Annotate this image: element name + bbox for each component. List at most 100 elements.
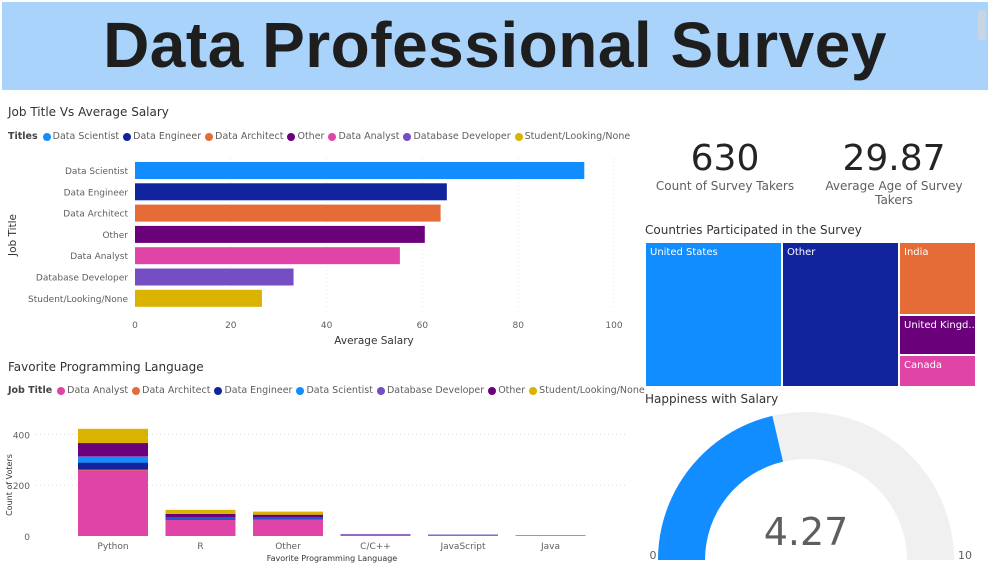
stacked-bar-segment [340,534,411,536]
stacked-bar-segment [165,517,236,519]
legend-item[interactable]: Other [488,385,525,396]
gauge-min-label: 0 [650,549,657,562]
stacked-bar-segment [165,513,236,518]
kpi-count: 630 Count of Survey Takers [650,138,800,193]
x-tick-label: Java [540,542,560,552]
stacked-bar-segment [78,428,148,444]
legend-label: Other [498,385,526,396]
legend-item[interactable]: Data Scientist [42,131,120,142]
x-tick-label: Other [275,542,301,552]
legend-dot-icon [403,132,412,141]
page-title: Data Professional Survey [103,9,887,81]
legend-item[interactable]: Data Analyst [328,131,399,142]
legend-title: Titles [8,131,38,142]
kpi-count-value: 630 [690,138,760,179]
salary-bar-chart: 0 20 40 60 80 100 Data Scientist Data Engineer D… [7,158,623,347]
stacked-bar-segment [253,514,323,518]
legend-dot-icon [214,386,223,395]
legend-item[interactable]: Data Scientist [296,385,373,396]
legend-item[interactable]: Data Analyst [57,385,128,396]
language-stacked-chart: 0 200 400 Python R Other C/C++ JavaScript Java Fa… [5,428,625,563]
x-tick-label: 100 [605,321,622,331]
legend-item[interactable]: Data Engineer [214,385,292,396]
legend-title: Job Title [8,385,53,396]
bar [135,204,441,222]
y-tick-label: Other [102,231,128,241]
treemap-title: Countries Participated in the Survey [645,223,862,237]
legend-item[interactable]: Other [287,131,324,142]
legend-label: Data Engineer [224,385,293,396]
stacked-bar-segment [515,535,586,536]
kpi-age-label: Average Age of Survey Takers [825,179,963,207]
legend-item[interactable]: Data Engineer [123,131,201,142]
stacked-bar-segment [78,470,148,536]
stacked-bar-segment [253,519,323,536]
legend-label: Data Architect [142,385,211,396]
legend-dot-icon [296,386,305,395]
legend-dot-icon [488,386,497,395]
legend-label: Student/Looking/None [524,131,631,142]
bar [135,289,262,307]
legend-item[interactable]: Data Architect [132,385,210,396]
gauge-value: 4.27 [764,510,849,554]
treemap-tile-united-states[interactable]: United States [645,242,782,387]
stacked-bar-segment [78,469,148,471]
legend-dot-icon [57,386,66,395]
y-tick-label: Student/Looking/None [28,295,128,305]
y-tick-label: Database Developer [36,274,128,284]
legend-dot-icon [514,132,523,141]
gauge-fill [658,415,784,560]
x-tick-label: Python [97,542,128,552]
stacked-bar-segment [78,457,148,463]
x-tick-label: 40 [321,321,333,331]
legend-dot-icon [328,132,337,141]
bar [135,268,294,286]
treemap-tile-india[interactable]: India [899,242,976,315]
happiness-gauge: 4.27 0 10 [650,412,972,562]
kpi-age: 29.87 Average Age of Survey Takers [806,138,982,207]
treemap-tile-united-kingdom[interactable]: United Kingd... [899,315,976,355]
stacked-bar-segment [253,517,323,519]
y-tick-label: Data Architect [63,210,128,220]
stacked-bar-segment [78,456,148,458]
x-tick-label: 60 [417,321,429,331]
legend-label: Data Scientist [52,131,120,142]
legend-label: Data Engineer [133,131,202,142]
legend-item[interactable]: Student/Looking/None [514,131,631,142]
header-banner: Data Professional Survey [2,2,988,90]
x-tick-label: JavaScript [439,542,486,552]
scrollbar[interactable] [978,10,986,40]
legend-label: Other [297,131,325,142]
x-tick-label: 20 [225,321,237,331]
treemap-tile-other[interactable]: Other [782,242,899,387]
legend-item[interactable]: Database Developer [403,131,511,142]
y-tick-label: Data Engineer [64,188,129,198]
stacked-bar-segment [165,519,236,536]
legend-label: Data Analyst [338,131,400,142]
legend-dot-icon [376,386,385,395]
stacked-bar-segment [165,509,236,514]
legend-dot-icon [287,132,296,141]
y-tick-label: 200 [13,482,30,492]
y-tick-label: Data Analyst [70,252,128,262]
treemap-tile-canada[interactable]: Canada [899,355,976,387]
x-tick-label: R [197,542,203,552]
y-tick-label: 0 [24,533,30,543]
kpi-count-label: Count of Survey Takers [655,179,795,193]
x-tick-label: 80 [512,321,524,331]
x-tick-label: C/C++ [360,542,391,552]
legend-item[interactable]: Student/Looking/None [529,385,645,396]
kpi-age-value: 29.87 [842,138,946,179]
legend-label: Student/Looking/None [539,385,645,396]
legend-item[interactable]: Database Developer [376,385,484,396]
bar [135,162,585,179]
stacked-bar-segment [78,443,148,457]
legend-dot-icon [42,132,51,141]
language-chart-title: Favorite Programming Language [8,360,204,374]
legend-item[interactable]: Data Architect [205,131,283,142]
stacked-bar-segment [428,534,498,536]
y-tick-label: 400 [13,431,30,441]
stacked-bar-segment [165,517,236,518]
stacked-bar-segment [165,518,236,520]
bar [135,247,400,265]
